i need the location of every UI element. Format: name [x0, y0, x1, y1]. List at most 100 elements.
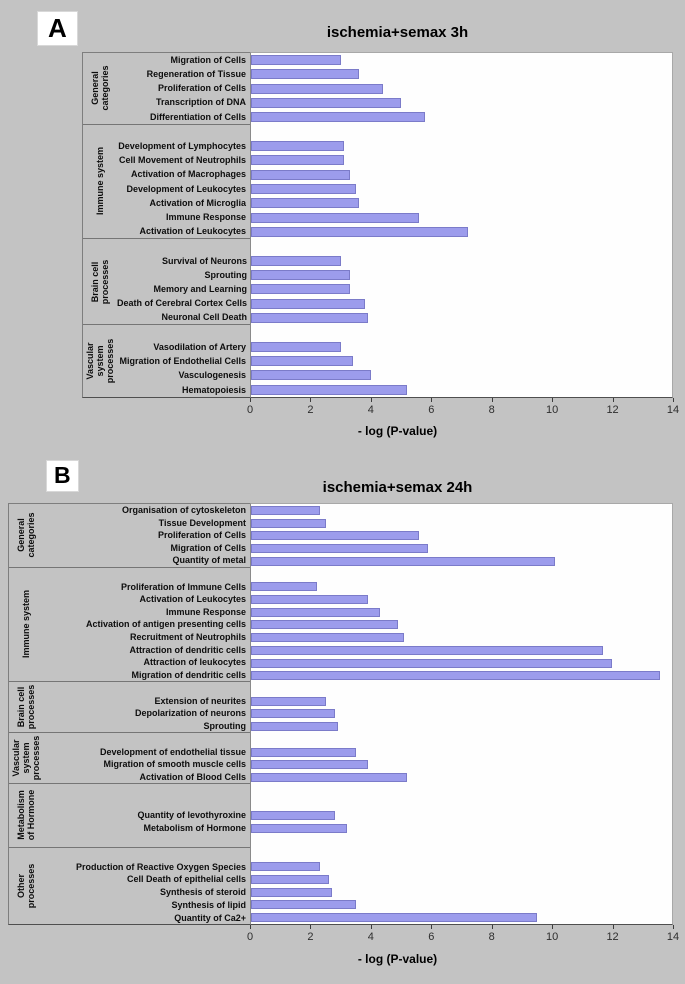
category-group: Brain cell processes Survival of Neurons S… [83, 239, 250, 326]
category-label: Activation of Macrophages [130, 169, 246, 180]
category-group: Vascular system processes Vasodilation of… [83, 325, 250, 397]
category-labels: Development of endothelial tissue Migrati… [43, 733, 250, 783]
spacer-row [251, 784, 672, 797]
category-label: Activation of Leukocytes [139, 594, 246, 605]
bar [251, 671, 660, 681]
category-label: Neuronal Cell Death [161, 312, 248, 323]
category-row: Migration of Endothelial Cells [117, 354, 250, 368]
category-label: Quantity of Ca2+ [174, 912, 246, 923]
bar-row [251, 555, 672, 568]
spacer-row [43, 784, 250, 797]
x-tick-label: 14 [666, 931, 680, 943]
chart-title: ischemia+semax 24h [322, 479, 473, 496]
bar [251, 98, 402, 109]
bar-row [251, 340, 672, 354]
bar-row [251, 282, 672, 296]
bar-row [251, 759, 672, 772]
x-tick-mark [370, 925, 372, 929]
x-tick-mark [370, 398, 372, 402]
x-axis-title: - log (P-value) [357, 952, 438, 966]
bar-row [251, 593, 672, 606]
category-label: Tissue Development [158, 517, 246, 528]
bar-row [251, 822, 672, 835]
category-row: Immune Response [43, 605, 250, 618]
category-label: Proliferation of Cells [157, 83, 246, 94]
x-tick-mark [491, 398, 493, 402]
bar [251, 607, 381, 617]
bar [251, 518, 327, 528]
category-row: Migration of Cells [117, 53, 250, 67]
category-row: Sprouting [43, 720, 250, 732]
bar [251, 284, 351, 295]
category-label: Vasodilation of Artery [153, 341, 246, 352]
category-label: Activation of Leukocytes [139, 226, 246, 237]
x-tick-label: 2 [307, 931, 314, 943]
spacer-row [117, 325, 250, 339]
group-label-cell: Immune system [9, 568, 43, 682]
category-row: Proliferation of Cells [117, 81, 250, 95]
panel-B: B ischemia+semax 24h General categories O… [0, 460, 685, 984]
bar-group [251, 504, 672, 568]
x-axis-title: - log (P-value) [357, 424, 438, 438]
category-label: Activation of Blood Cells [139, 771, 246, 782]
x-tick-mark [552, 398, 554, 402]
spacer-row [43, 848, 250, 861]
panel-letter: B [47, 461, 78, 491]
bar [251, 658, 612, 668]
category-row: Tissue Development [43, 517, 250, 530]
spacer-row [43, 733, 250, 745]
category-label: Development of Lymphocytes [118, 140, 246, 151]
bar [251, 633, 405, 643]
category-row: Attraction of dendritic cells [43, 643, 250, 656]
category-row: Organisation of cytoskeleton [43, 504, 250, 517]
bar [251, 862, 321, 872]
category-label: Attraction of leukocytes [143, 657, 246, 668]
category-label: Organisation of cytoskeleton [121, 505, 246, 516]
x-tick-mark [431, 925, 433, 929]
x-tick-mark [310, 925, 312, 929]
bar-row [251, 211, 672, 225]
x-tick-mark [491, 925, 493, 929]
spacer-row [117, 125, 250, 139]
category-row: Migration of Cells [43, 542, 250, 555]
bar-row [251, 809, 672, 822]
group-label: Immune system [95, 147, 105, 216]
bar [251, 370, 372, 381]
category-label: Vasculogenesis [178, 370, 246, 381]
bar-row [251, 268, 672, 282]
category-row: Activation of Leukocytes [43, 593, 250, 606]
category-row: Survival of Neurons [117, 253, 250, 267]
category-row: Metabolism of Hormone [43, 822, 250, 835]
category-row: Sprouting [117, 268, 250, 282]
category-label: Migration of dendritic cells [131, 669, 246, 680]
category-label: Synthesis of steroid [159, 887, 246, 898]
group-label: Other processes [16, 863, 36, 909]
group-label: General categories [90, 65, 110, 111]
category-row: Synthesis of steroid [43, 886, 250, 899]
bar-row [251, 657, 672, 670]
spacer-row [251, 239, 672, 253]
spacer-row [43, 834, 250, 847]
bar-row [251, 504, 672, 517]
bar-row [251, 368, 672, 382]
x-tick-label: 10 [546, 404, 559, 416]
bar [251, 773, 408, 783]
spacer-row [251, 125, 672, 139]
bar [251, 169, 351, 180]
category-row: Transcription of DNA [117, 95, 250, 109]
category-column: General categories Organisation of cytosk… [8, 503, 250, 925]
category-label: Proliferation of Cells [157, 530, 246, 541]
category-row: Immune Response [117, 210, 250, 224]
group-label-cell: Brain cell processes [83, 239, 117, 324]
bar [251, 696, 327, 706]
bar-row [251, 695, 672, 708]
bar-row [251, 139, 672, 153]
spacer-row [251, 325, 672, 339]
bar [251, 913, 537, 923]
category-group: Brain cell processes Extension of neurite… [9, 682, 250, 734]
category-row: Development of endothelial tissue [43, 746, 250, 758]
bar [251, 887, 333, 897]
category-group: Other processes Production of Reactive Ox… [9, 848, 250, 924]
bar-group [251, 239, 672, 325]
category-row: Recruitment of Neutrophils [43, 631, 250, 644]
